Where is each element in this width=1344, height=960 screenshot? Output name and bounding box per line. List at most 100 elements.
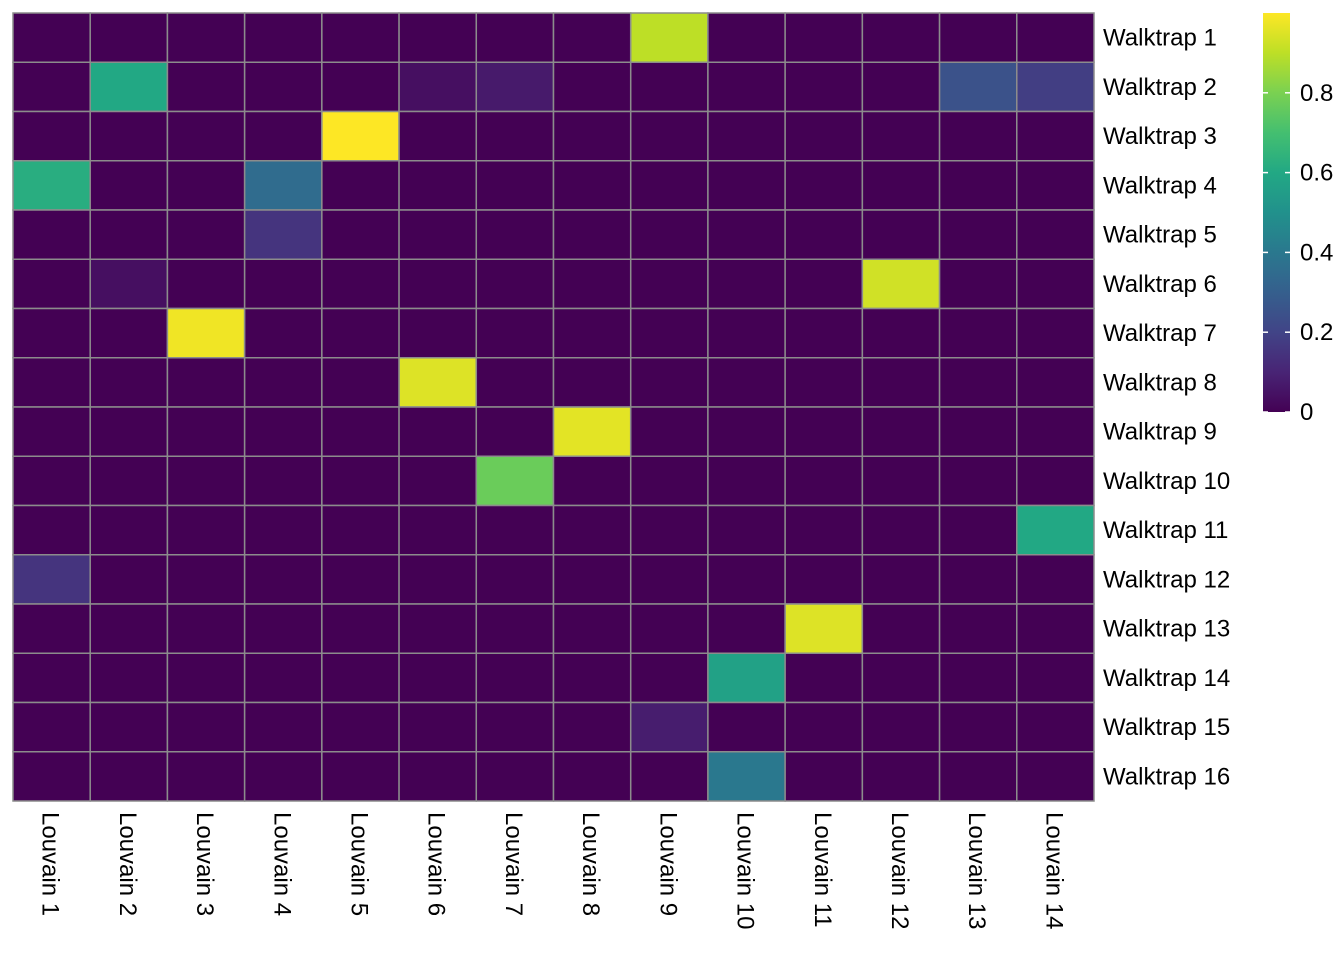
heatmap-cell [475, 357, 555, 408]
heatmap-cell [629, 751, 709, 802]
heatmap-cell [398, 357, 478, 408]
heatmap-cell [243, 701, 323, 753]
heatmap-cell [938, 455, 1018, 507]
heatmap-cell [475, 110, 555, 162]
heatmap-cell [629, 406, 709, 457]
heatmap-cell [475, 455, 555, 507]
heatmap-cell [12, 357, 91, 408]
heatmap-cell [321, 406, 400, 457]
heatmap-cell [321, 701, 400, 753]
heatmap-cell [398, 504, 478, 556]
heatmap-cell [398, 258, 478, 310]
row-label: Walktrap 14 [1103, 665, 1230, 692]
heatmap-cell [475, 258, 555, 310]
heatmap-cell [243, 61, 323, 113]
heatmap-cell [1016, 504, 1095, 556]
heatmap-cell [321, 751, 400, 802]
heatmap-cell [398, 160, 478, 211]
row-label: Walktrap 8 [1103, 369, 1217, 396]
heatmap-cell [475, 504, 555, 556]
colorbar-tick-label: 0.8 [1300, 80, 1333, 107]
heatmap-cell [475, 307, 555, 359]
heatmap-cell [321, 554, 400, 605]
colorbar: 0 0.2 0.4 0.6 0.8 [1263, 13, 1333, 426]
heatmap-cell [552, 504, 632, 556]
heatmap-cell [552, 751, 632, 802]
heatmap-cell [861, 12, 941, 63]
heatmap-cell [552, 209, 632, 260]
heatmap-cell [1016, 554, 1095, 605]
heatmap-cell [321, 603, 400, 654]
heatmap-cell [243, 751, 323, 802]
heatmap-cell [321, 357, 400, 408]
heatmap-cell [475, 554, 555, 605]
heatmap-cell [629, 701, 709, 753]
heatmap-cell [861, 406, 941, 457]
heatmap-cell [552, 554, 632, 605]
column-label: Louvain 11 [809, 812, 836, 928]
heatmap-cell [166, 406, 246, 457]
heatmap-cell [398, 751, 478, 802]
heatmap-cell [707, 209, 786, 260]
heatmap-cell [784, 61, 864, 113]
heatmap-cell [166, 652, 246, 704]
heatmap-cell [166, 504, 246, 556]
heatmap-cell [12, 652, 91, 704]
heatmap-cell [243, 209, 323, 260]
heatmap-cell [552, 652, 632, 704]
heatmap-cell [243, 307, 323, 359]
heatmap-cell [784, 455, 864, 507]
row-label: Walktrap 15 [1103, 714, 1230, 741]
heatmap-cell [89, 258, 169, 310]
heatmap-cell [707, 554, 786, 605]
heatmap-cell [398, 455, 478, 507]
heatmap-cell [629, 554, 709, 605]
heatmap-cell [321, 307, 400, 359]
heatmap-cell [166, 701, 246, 753]
heatmap-cell [243, 160, 323, 211]
colorbar-tick-label: 0.6 [1300, 160, 1333, 187]
heatmap-cell [166, 209, 246, 260]
row-label: Walktrap 5 [1103, 222, 1217, 249]
heatmap-cell [938, 61, 1018, 113]
column-label: Louvain 10 [732, 812, 759, 929]
column-label: Louvain 13 [963, 812, 990, 929]
heatmap-cell [12, 160, 91, 211]
colorbar-tick-label: 0.2 [1300, 319, 1333, 346]
heatmap-cell [784, 209, 864, 260]
heatmap-cell [243, 652, 323, 704]
heatmap-cell [166, 160, 246, 211]
heatmap-cell [784, 701, 864, 753]
heatmap-cell [938, 603, 1018, 654]
heatmap-cell [89, 406, 169, 457]
heatmap-cell [12, 110, 91, 162]
row-label: Walktrap 9 [1103, 419, 1217, 446]
heatmap-cell [1016, 603, 1095, 654]
heatmap-cell [1016, 307, 1095, 359]
row-label: Walktrap 16 [1103, 763, 1230, 790]
row-labels: Walktrap 1 Walktrap 2 Walktrap 3 Walktrap 4… [1103, 25, 1230, 791]
heatmap-cell [707, 258, 786, 310]
heatmap-cell [243, 455, 323, 507]
heatmap-cell [89, 455, 169, 507]
heatmap-cell [707, 12, 786, 63]
heatmap-cell [784, 160, 864, 211]
heatmap-cell [12, 504, 91, 556]
heatmap-cell [938, 258, 1018, 310]
heatmap-cell [861, 554, 941, 605]
heatmap-cell [784, 751, 864, 802]
heatmap-cell [89, 701, 169, 753]
heatmap-cell [398, 12, 478, 63]
heatmap-cell [321, 110, 400, 162]
heatmap-cell [12, 209, 91, 260]
heatmap-cell [166, 357, 246, 408]
heatmap-cell [784, 603, 864, 654]
heatmap-cell [784, 110, 864, 162]
heatmap-cell [89, 12, 169, 63]
heatmap-cell [1016, 12, 1095, 63]
heatmap-cell [475, 751, 555, 802]
heatmap-cell [89, 160, 169, 211]
heatmap-cell [166, 12, 246, 63]
heatmap-cell [243, 554, 323, 605]
column-label: Louvain 1 [37, 812, 64, 916]
